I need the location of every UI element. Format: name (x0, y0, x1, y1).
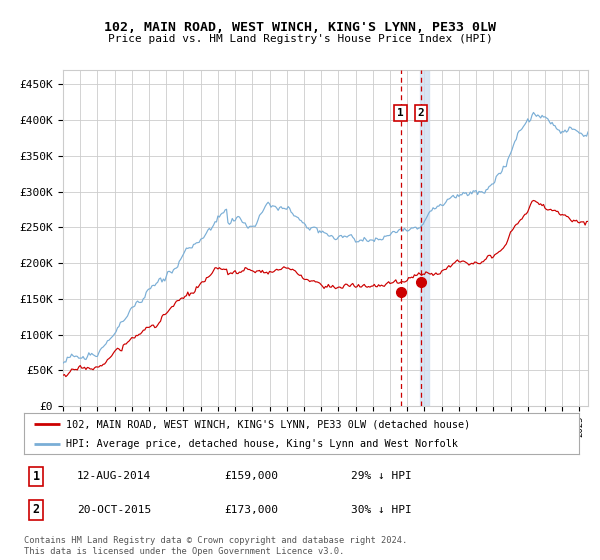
Text: 102, MAIN ROAD, WEST WINCH, KING'S LYNN, PE33 0LW (detached house): 102, MAIN ROAD, WEST WINCH, KING'S LYNN,… (65, 419, 470, 429)
Text: Contains HM Land Registry data © Crown copyright and database right 2024.
This d: Contains HM Land Registry data © Crown c… (24, 536, 407, 556)
Text: 2: 2 (418, 108, 424, 118)
Text: 30% ↓ HPI: 30% ↓ HPI (352, 505, 412, 515)
Text: £159,000: £159,000 (224, 472, 278, 482)
Text: 102, MAIN ROAD, WEST WINCH, KING'S LYNN, PE33 0LW: 102, MAIN ROAD, WEST WINCH, KING'S LYNN,… (104, 21, 496, 34)
Text: 2: 2 (32, 503, 40, 516)
Text: £173,000: £173,000 (224, 505, 278, 515)
Text: 12-AUG-2014: 12-AUG-2014 (77, 472, 151, 482)
Bar (420, 70, 429, 406)
Text: 1: 1 (397, 108, 404, 118)
Text: Price paid vs. HM Land Registry's House Price Index (HPI): Price paid vs. HM Land Registry's House … (107, 34, 493, 44)
Text: 20-OCT-2015: 20-OCT-2015 (77, 505, 151, 515)
Text: 29% ↓ HPI: 29% ↓ HPI (352, 472, 412, 482)
Text: 1: 1 (32, 470, 40, 483)
Text: HPI: Average price, detached house, King's Lynn and West Norfolk: HPI: Average price, detached house, King… (65, 439, 458, 449)
